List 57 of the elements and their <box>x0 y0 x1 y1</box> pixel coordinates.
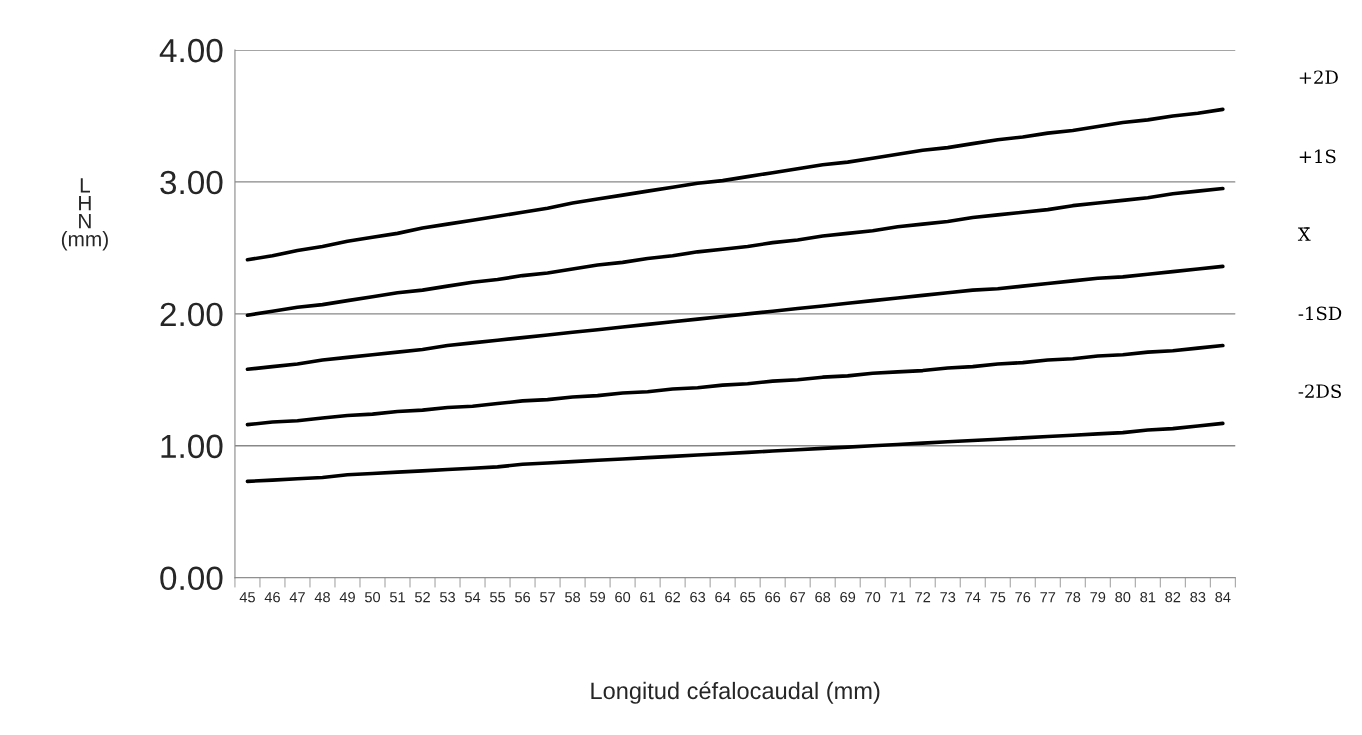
x-tick-label: 70 <box>865 591 881 603</box>
line-series <box>245 264 1225 372</box>
text: +2D <box>1299 70 1338 84</box>
x-tick-label: 47 <box>289 592 305 603</box>
x-tick-label: 74 <box>965 592 981 603</box>
x-tick-label: 59 <box>590 591 606 603</box>
x-tick-label: 57 <box>540 592 555 603</box>
x-tick-label: 83 <box>1190 591 1206 603</box>
text: -1SD <box>1298 306 1342 321</box>
x-tick-label: 63 <box>690 591 706 603</box>
x-tick-label: 79 <box>1090 591 1106 603</box>
x-tick-label: 50 <box>364 591 381 603</box>
x-tick-label: 76 <box>1015 591 1031 603</box>
x-tick-label: 81 <box>1140 591 1156 603</box>
x-tick-label: 84 <box>1215 591 1231 603</box>
x-tick-label: 71 <box>890 592 906 603</box>
y-axis-title: L H N (mm) <box>61 178 108 251</box>
text: +1S <box>1299 149 1336 164</box>
x-tick-label: 75 <box>990 592 1006 603</box>
x-tick-label: 82 <box>1165 591 1181 603</box>
x-tick-label: 48 <box>314 591 330 603</box>
y-tick-label: 0.00 <box>160 566 223 591</box>
x-tick-label: 45 <box>239 592 255 603</box>
y-tick-label: 2.00 <box>160 302 223 327</box>
line-series <box>245 343 1225 427</box>
x-tick-label: 51 <box>389 592 405 603</box>
x-axis-title: Longitud céfalocaudal (mm) <box>591 681 880 704</box>
x-tick-label: 62 <box>665 591 680 603</box>
y-tick-label: 3.00 <box>160 170 223 195</box>
line-series <box>245 421 1225 484</box>
x-tick-label: 65 <box>740 591 756 603</box>
x-tick-label: 73 <box>940 591 956 603</box>
x-tick-label: 67 <box>790 591 806 603</box>
x-tick-label: 60 <box>615 591 631 603</box>
x-tick-label: 55 <box>490 592 506 603</box>
y-tick-label: 1.00 <box>161 434 223 459</box>
line-series <box>245 107 1225 262</box>
x-tick-label: 64 <box>715 591 731 603</box>
x-tick-label: 46 <box>264 591 280 603</box>
x-tick-label: 69 <box>840 591 856 603</box>
x-tick-label: 56 <box>515 591 531 603</box>
text: X̄ <box>1297 227 1311 241</box>
x-tick-label: 53 <box>440 591 455 603</box>
x-tick-label: 52 <box>414 591 430 603</box>
x-tick-label: 72 <box>915 591 931 603</box>
x-tick-label: 77 <box>1040 592 1056 603</box>
x-tick-label: 68 <box>815 591 831 603</box>
line-series <box>245 186 1225 317</box>
x-tick-label: 78 <box>1065 591 1081 603</box>
x-tick-label: 58 <box>565 591 581 603</box>
y-tick-label: 4.00 <box>159 38 223 63</box>
x-tick-label: 49 <box>339 591 355 603</box>
x-tick-label: 66 <box>765 591 781 603</box>
x-tick-label: 61 <box>640 591 656 603</box>
x-tick-label: 80 <box>1115 591 1131 603</box>
text: -2DS <box>1298 384 1341 399</box>
x-tick-label: 54 <box>465 592 481 603</box>
